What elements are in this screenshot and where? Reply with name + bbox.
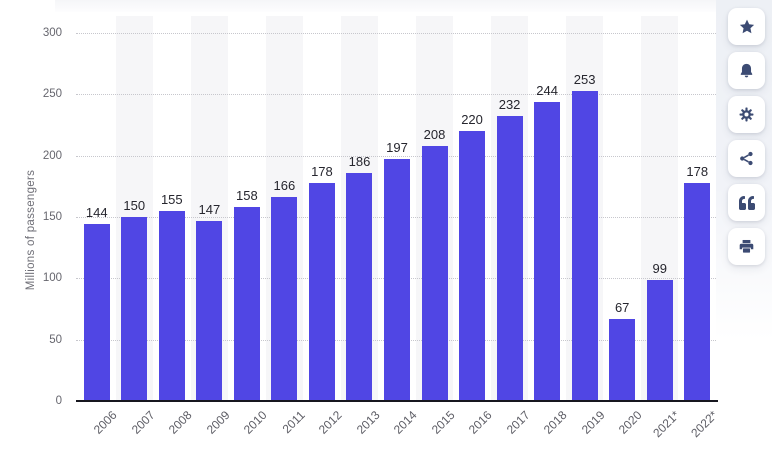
bar[interactable] (571, 90, 598, 401)
cite-button[interactable] (728, 184, 765, 221)
y-tick-label: 100 (42, 272, 62, 285)
bar[interactable] (346, 172, 373, 401)
bar-value-label: 178 (686, 163, 709, 179)
x-tick-label: 2012 (316, 408, 345, 437)
y-tick-label: 300 (42, 27, 62, 39)
x-axis-line (76, 400, 718, 402)
bar-value-label: 253 (573, 71, 596, 87)
y-gridline (76, 155, 716, 157)
bar[interactable] (684, 182, 711, 401)
bar-value-label: 67 (614, 299, 630, 315)
share-button[interactable] (728, 140, 765, 177)
x-tick-label: 2010 (240, 408, 270, 437)
bar-value-label: 220 (461, 112, 483, 128)
x-tick-label: 2014 (391, 408, 420, 437)
bar[interactable] (421, 145, 448, 401)
bar-value-label: 197 (386, 140, 408, 156)
bar-value-label: 144 (85, 205, 108, 221)
bar-value-label: 99 (652, 260, 667, 276)
bar[interactable] (646, 279, 673, 401)
printer-icon (739, 239, 754, 253)
bar-value-label: 232 (498, 97, 521, 113)
x-tick-label: 2008 (165, 408, 195, 437)
bar[interactable] (121, 217, 148, 401)
bar[interactable] (158, 210, 185, 401)
y-tick-label: 250 (42, 88, 62, 101)
action-toolbar (728, 8, 765, 265)
bar[interactable] (384, 159, 410, 401)
favorite-button[interactable] (728, 8, 765, 45)
x-tick-label: 2019 (578, 408, 608, 437)
y-tick-label: 150 (42, 211, 62, 223)
share-icon (740, 151, 753, 166)
bar-value-label: 178 (311, 163, 333, 179)
x-tick-label: 2013 (353, 408, 383, 437)
bar[interactable] (609, 318, 636, 401)
star-icon (739, 19, 754, 33)
bar-value-label: 158 (236, 188, 258, 204)
bar-value-label: 155 (160, 191, 183, 207)
bar-value-label: 244 (536, 82, 558, 98)
bar-value-label: 166 (273, 178, 296, 194)
top-edge-band (0, 0, 772, 12)
bar-value-label: 186 (348, 153, 371, 169)
y-tick-label: 50 (49, 333, 62, 346)
top-edge-notch (0, 0, 55, 12)
x-tick-label: 2006 (90, 408, 120, 437)
x-tick-label: 2016 (466, 408, 495, 437)
bar[interactable] (308, 182, 335, 401)
x-tick-label: 2007 (128, 408, 158, 437)
print-button[interactable] (728, 228, 765, 265)
bar-value-label: 150 (123, 198, 146, 213)
bar[interactable] (534, 101, 561, 401)
bar[interactable] (83, 224, 110, 401)
quote-icon (738, 195, 755, 210)
settings-button[interactable] (728, 96, 765, 133)
x-tick-label: 2018 (541, 408, 571, 437)
bar-value-label: 147 (198, 201, 221, 217)
x-tick-label: 2015 (428, 408, 458, 437)
bell-icon (740, 63, 753, 78)
x-tick-label: 2021* (650, 408, 683, 441)
bar-value-label: 208 (423, 126, 446, 142)
y-tick-label: 200 (42, 149, 62, 162)
y-tick-label: 0 (55, 395, 62, 407)
y-gridline (76, 33, 716, 34)
bar[interactable] (271, 197, 298, 401)
notifications-button[interactable] (728, 52, 765, 89)
gear-icon (739, 107, 754, 122)
bar[interactable] (459, 131, 486, 401)
y-gridline (76, 94, 716, 96)
bar[interactable] (233, 207, 260, 401)
x-tick-label: 2009 (203, 408, 233, 437)
x-tick-label: 2011 (279, 408, 308, 437)
x-tick-label: 2017 (503, 408, 533, 437)
bar[interactable] (496, 116, 523, 401)
x-tick-label: 2022* (688, 408, 721, 441)
x-tick-label: 2020 (616, 408, 646, 437)
bar[interactable] (196, 220, 223, 401)
